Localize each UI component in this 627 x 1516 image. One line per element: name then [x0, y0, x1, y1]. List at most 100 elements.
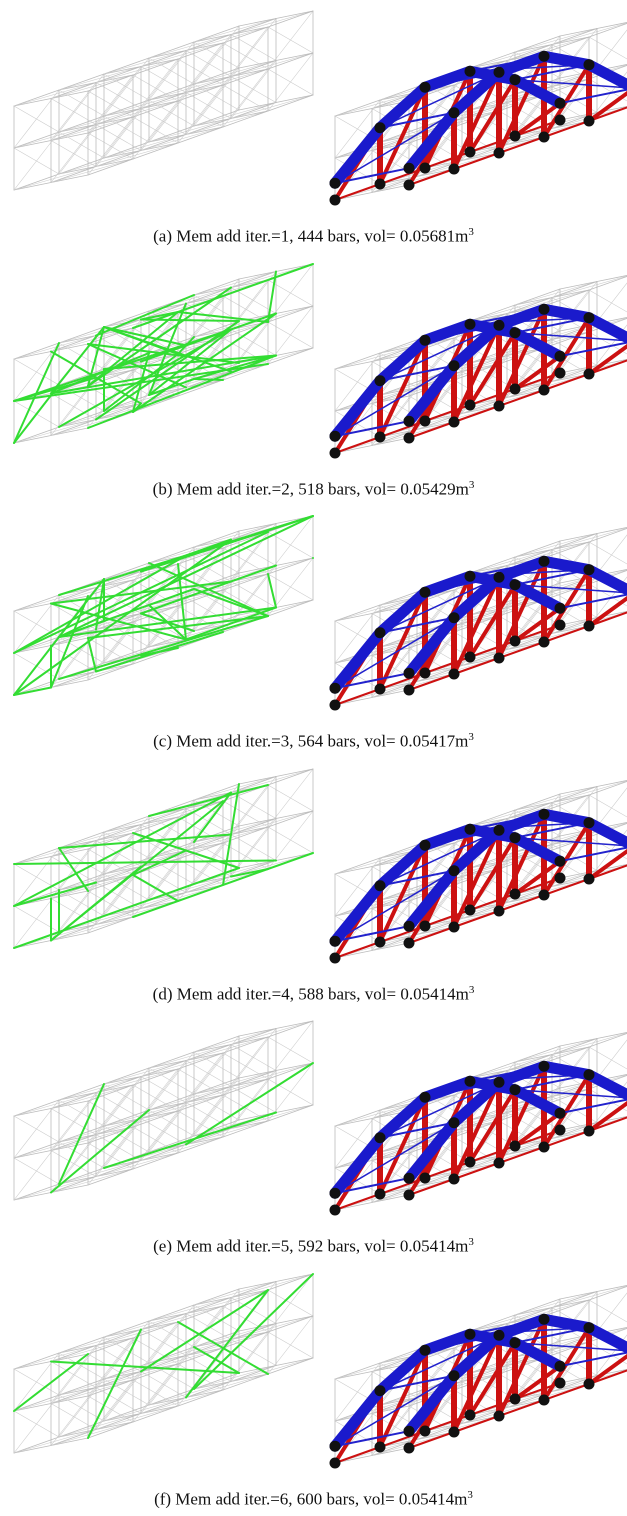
grid-bar [13, 1444, 52, 1453]
grid-bar [140, 1405, 179, 1414]
node [464, 318, 476, 330]
node [374, 431, 386, 442]
grid-bar [103, 1396, 187, 1421]
grid-bar [230, 1338, 277, 1366]
node [554, 1377, 566, 1388]
added-bar [267, 573, 277, 609]
added-bar [177, 335, 195, 355]
grid-bar [140, 1370, 187, 1398]
grid-bar [230, 1062, 314, 1087]
grid-bar [177, 1389, 224, 1406]
grid-bar [13, 1192, 52, 1201]
arch [403, 808, 627, 932]
node [403, 162, 415, 174]
grid-bar [514, 556, 561, 584]
grid-bar [514, 280, 598, 305]
grid-bar [58, 1352, 105, 1379]
grid-bar [13, 603, 52, 612]
tension-bar [513, 1111, 562, 1148]
grid-bar [140, 1305, 224, 1330]
grid-bar [50, 1084, 134, 1109]
grid-bar [469, 1306, 553, 1331]
grid-bar [416, 110, 500, 135]
tension-bar [453, 152, 500, 170]
node [448, 1173, 460, 1185]
grid-bar [58, 115, 105, 133]
node [329, 194, 341, 206]
compression-bar [334, 111, 455, 184]
node [329, 699, 341, 711]
grid-bar [185, 1052, 224, 1061]
grid-bar [148, 76, 232, 101]
node [583, 873, 595, 884]
grid-bar [193, 1051, 240, 1079]
node [583, 1125, 595, 1137]
tension-bar [497, 1316, 546, 1418]
node [554, 872, 566, 883]
grid-bar [132, 1068, 179, 1086]
grid-bar [185, 1044, 232, 1061]
node [374, 122, 386, 134]
grid-bar [193, 320, 240, 337]
grid-bar [140, 1328, 187, 1356]
node [419, 1091, 431, 1103]
grid-bar [87, 1421, 134, 1438]
grid-bar [87, 637, 134, 665]
grid-bar [50, 392, 97, 420]
grid-bar [222, 363, 269, 380]
grid-bar [514, 288, 561, 305]
grid-bar [58, 1076, 142, 1101]
grid-bar [132, 395, 179, 412]
grid-bar [267, 68, 314, 96]
node [583, 115, 595, 127]
node [403, 1442, 415, 1453]
compression-bar [379, 1334, 500, 1391]
added-bar [140, 1288, 269, 1372]
grid-bar [140, 1354, 187, 1372]
node [583, 1378, 595, 1389]
added-bar [87, 1328, 142, 1439]
grid-bar [95, 1118, 142, 1135]
node [419, 920, 431, 931]
added-bar [132, 262, 314, 329]
grid-bar [193, 1035, 240, 1053]
grid-bar [140, 92, 187, 109]
grid-bar [334, 108, 373, 117]
compression-bar [514, 583, 627, 594]
grid-bar [50, 1337, 134, 1362]
grid-bar [103, 134, 187, 159]
node [374, 683, 386, 695]
grid-bar [95, 1344, 142, 1372]
grid-bar [469, 851, 516, 868]
grid-bar [514, 51, 561, 79]
grid-bar [551, 583, 590, 592]
node [329, 935, 341, 947]
node [374, 1188, 386, 1200]
grid-bar [50, 603, 97, 630]
grid-bar [50, 334, 97, 352]
grid-bar [551, 1046, 590, 1055]
grid-bar [275, 305, 314, 314]
grid-bar [58, 1118, 142, 1143]
added-bar [58, 1083, 105, 1185]
grid-bar [551, 1341, 590, 1350]
compression-bar [559, 88, 627, 105]
compression-bar [514, 1088, 627, 1099]
grid-bar [95, 100, 179, 125]
node [448, 359, 460, 371]
compression-bar [379, 71, 500, 129]
grid-bar [267, 810, 314, 827]
node [448, 921, 460, 932]
grid-bar [50, 890, 89, 899]
grid-bar [13, 147, 60, 175]
tension-bar [543, 372, 590, 391]
grid-bar [185, 1289, 269, 1314]
compression-bar [334, 1374, 455, 1447]
node [493, 905, 505, 916]
grid-bar [230, 810, 314, 835]
grid-bar [58, 1160, 142, 1185]
grid-bar [148, 1388, 195, 1405]
tension-bar [498, 893, 545, 912]
grid-bar [514, 793, 561, 810]
grid-bar [230, 1120, 269, 1129]
